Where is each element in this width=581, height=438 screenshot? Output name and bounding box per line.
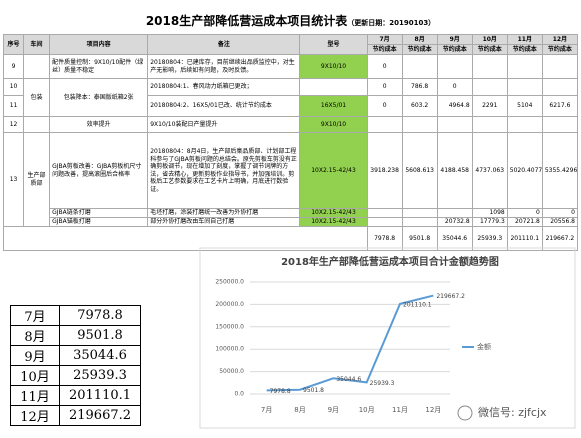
y-tick-label: 150000.0 bbox=[215, 323, 244, 330]
watermark: 微信号: zjfcjx bbox=[478, 405, 547, 419]
table-cell: 20180804：8月4日，生产部后臬品质部、计划部工程科参与了GJBA剪板问题… bbox=[147, 132, 301, 209]
table-cell: 10X2.15-42/43 bbox=[299, 132, 368, 209]
y-tick-label: 200000.0 bbox=[215, 301, 244, 308]
y-tick-label: 100000.0 bbox=[215, 346, 244, 353]
table-cell: 9X10/10 bbox=[299, 116, 368, 133]
empty-cell bbox=[401, 54, 438, 79]
data-label: 7978.8 bbox=[270, 388, 291, 395]
y-tick-label: 250000.0 bbox=[215, 279, 244, 286]
table-cell: 包装降本：泰国版纸箱2张 bbox=[49, 78, 149, 117]
empty-cell bbox=[3, 226, 368, 251]
table-cell: 35044.6 bbox=[436, 226, 473, 251]
table-cell: GJBA剪板改善：GJBA剪板机尺寸问题改善，提高滚圈后合格率 bbox=[49, 132, 149, 209]
data-label: 201110.1 bbox=[403, 301, 432, 308]
data-label: 25939.3 bbox=[370, 380, 395, 387]
chart-title: 2018年生产部降低营运成本项目合计金额趋势图 bbox=[281, 255, 499, 268]
table-cell: 0 bbox=[366, 54, 403, 79]
table-cell: 车间 bbox=[23, 34, 51, 55]
table-cell: 11 bbox=[2, 95, 25, 117]
summary-row: 9月 35044.6 bbox=[10, 345, 141, 366]
x-tick-label: 11月 bbox=[392, 406, 408, 414]
empty-cell bbox=[506, 54, 543, 79]
table-cell: 5020.4077 bbox=[506, 132, 543, 209]
summary-table: 7月 7978.8 8月 9501.8 9月 35044.6 10月 25939.3 11月 20… bbox=[10, 305, 141, 426]
title: 2018生产部降低营运成本项目统计表 bbox=[145, 14, 348, 28]
summary-row: 7月 7978.8 bbox=[10, 305, 141, 326]
y-tick-label: 0.0 bbox=[234, 391, 244, 398]
table-cell: 5355.4296 bbox=[541, 132, 579, 209]
cost-table: 序号 车间 项目内容 备注 型号 7月 8月 9月 10月 11月 12月 节约成本 节约成本 节约成本… bbox=[2, 34, 579, 251]
table-cell: 9X10/10 bbox=[299, 54, 368, 79]
legend-label: 金额 bbox=[477, 342, 491, 351]
y-tick-label: 50000.0 bbox=[219, 368, 244, 375]
table-cell: 配件质量控制：9X10/10配件（绿丝）质量不稳定 bbox=[49, 54, 149, 79]
x-tick-label: 10月 bbox=[359, 406, 375, 414]
x-tick-label: 12月 bbox=[425, 406, 441, 414]
table-cell: 201110.1 bbox=[506, 226, 543, 251]
table-cell: 5608.613 bbox=[401, 132, 438, 209]
chart-frame bbox=[199, 247, 576, 429]
watermark-icon bbox=[457, 405, 473, 421]
table-cell: 备注 bbox=[147, 34, 301, 55]
x-tick-label: 9月 bbox=[328, 406, 339, 414]
data-label: 219667.2 bbox=[436, 293, 465, 300]
table-cell: 3918.238 bbox=[366, 132, 403, 209]
title-bar: 2018生产部降低营运成本项目统计表（更新日期：20190103） bbox=[0, 12, 581, 29]
summary-value: 219667.2 bbox=[59, 405, 141, 426]
series-line bbox=[266, 294, 434, 392]
data-label: 9501.8 bbox=[303, 387, 324, 394]
empty-cell bbox=[471, 54, 508, 79]
update-date: （更新日期：20190103） bbox=[347, 19, 436, 27]
table-cell: 4188.458 bbox=[436, 132, 473, 209]
summary-row: 11月 201110.1 bbox=[10, 385, 141, 406]
summary-month: 10月 bbox=[10, 365, 60, 386]
x-tick-label: 7月 bbox=[261, 406, 272, 414]
summary-month: 11月 bbox=[10, 385, 60, 406]
summary-value: 7978.8 bbox=[59, 305, 141, 326]
table-cell: 4737.063 bbox=[471, 132, 508, 209]
table-cell: 项目内容 bbox=[49, 34, 149, 55]
table-cell: 25939.3 bbox=[471, 226, 508, 251]
x-tick-label: 8月 bbox=[294, 406, 305, 414]
summary-row: 12月 219667.2 bbox=[10, 405, 141, 426]
table-cell: 20180804：已建库存，目前继续出品质监控中，对生产无影响，后续如有问题，及… bbox=[147, 54, 301, 79]
table-cell: 219667.2 bbox=[541, 226, 579, 251]
data-label: 35044.6 bbox=[336, 376, 361, 383]
empty-cell bbox=[436, 54, 473, 79]
table-cell: 生产部质部 bbox=[23, 132, 51, 227]
